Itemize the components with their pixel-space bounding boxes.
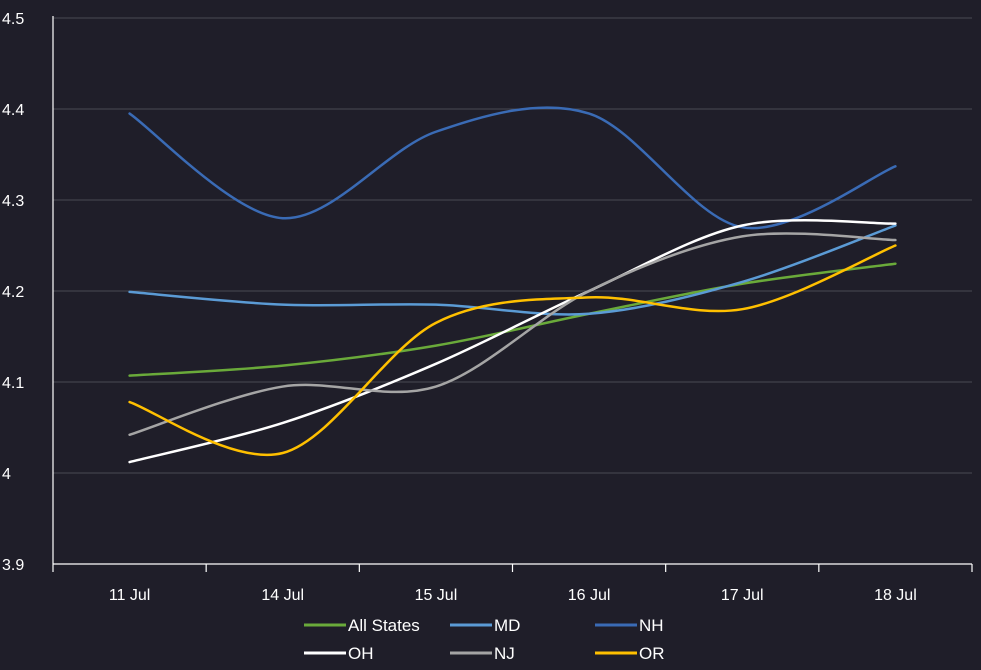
y-tick-label: 4.1: [2, 375, 24, 392]
x-axis: 11 Jul 14 Jul 15 Jul 16 Jul 17 Jul 18 Jul: [52, 563, 973, 604]
legend-label: OH: [348, 644, 374, 663]
legend-label: OR: [639, 644, 665, 663]
series-line-or: [128, 244, 897, 456]
series-lines: [128, 106, 897, 464]
series-line-nj: [128, 232, 897, 437]
y-tick-label: 4: [2, 466, 11, 483]
x-tick-label: 15 Jul: [415, 587, 458, 604]
legend-label: All States: [348, 616, 420, 635]
series-line-oh: [128, 219, 897, 464]
x-tick-label: 16 Jul: [568, 587, 611, 604]
legend: All States MD NH OH NJ OR: [304, 616, 665, 663]
legend-item: OR: [595, 644, 665, 663]
series-line-all-states: [128, 262, 897, 377]
y-tick-label: 3.9: [2, 557, 24, 574]
x-tick-label: 17 Jul: [721, 587, 764, 604]
y-axis-ticks: 3.9 4 4.1 4.2 4.3 4.4 4.5: [2, 11, 24, 574]
legend-item: NH: [595, 616, 664, 635]
legend-item: OH: [304, 644, 374, 663]
legend-label: NH: [639, 616, 664, 635]
series-line-md: [128, 224, 897, 316]
y-tick-label: 4.4: [2, 102, 24, 119]
x-tick-label: 14 Jul: [261, 587, 304, 604]
x-tick-label: 18 Jul: [874, 587, 917, 604]
gridlines: [52, 16, 972, 564]
legend-label: NJ: [494, 644, 515, 663]
legend-item: NJ: [450, 644, 515, 663]
x-tick-label: 11 Jul: [109, 587, 151, 604]
y-tick-label: 4.2: [2, 284, 24, 301]
legend-item: All States: [304, 616, 420, 635]
y-tick-label: 4.5: [2, 11, 24, 28]
legend-item: MD: [450, 616, 520, 635]
legend-label: MD: [494, 616, 520, 635]
series-line-nh: [128, 106, 897, 230]
y-tick-label: 4.3: [2, 193, 24, 210]
